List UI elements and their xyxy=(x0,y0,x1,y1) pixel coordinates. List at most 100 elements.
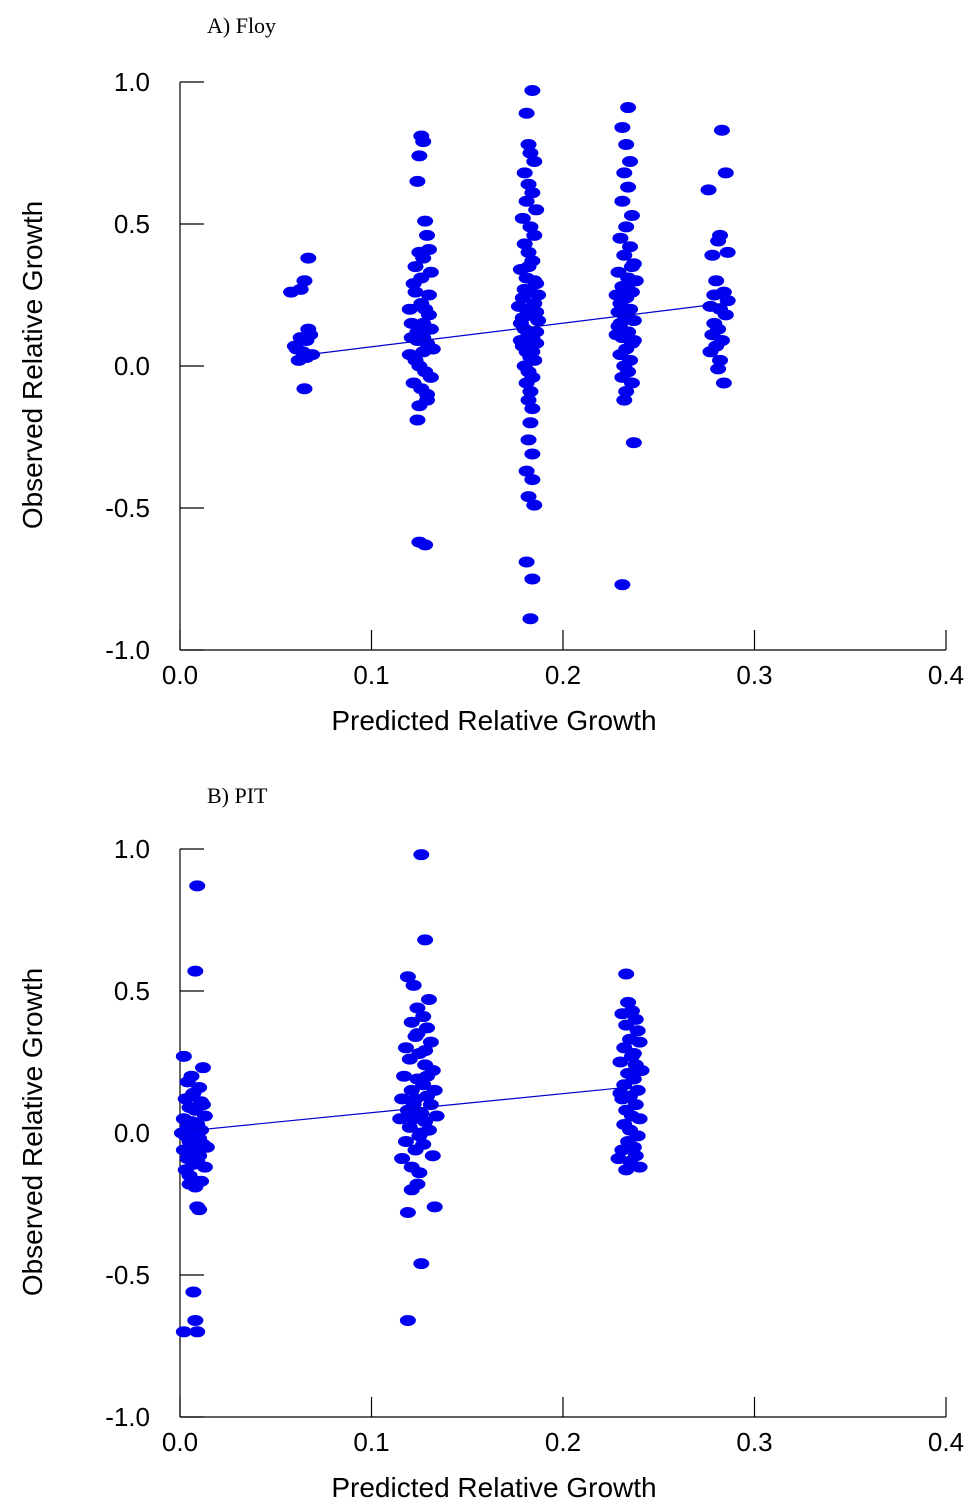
y-tick-label: 0.0 xyxy=(114,351,150,381)
data-point xyxy=(409,175,426,187)
data-point xyxy=(700,184,717,196)
data-point xyxy=(409,414,426,426)
data-point xyxy=(420,309,437,321)
data-point xyxy=(296,275,313,287)
data-point xyxy=(524,448,541,460)
data-point xyxy=(627,275,644,287)
y-tick-label: -1.0 xyxy=(105,635,150,665)
data-point xyxy=(194,1062,211,1074)
data-point xyxy=(524,85,541,97)
data-point xyxy=(407,261,424,273)
data-point xyxy=(715,377,732,389)
data-point xyxy=(712,354,729,366)
data-point xyxy=(608,289,625,301)
data-point xyxy=(518,465,535,477)
data-point xyxy=(612,317,629,329)
data-point xyxy=(520,261,537,273)
y-tick-label: -0.5 xyxy=(105,493,150,523)
data-point xyxy=(422,323,439,335)
data-point xyxy=(618,1164,635,1176)
data-point xyxy=(403,1084,420,1096)
data-point xyxy=(633,1065,650,1077)
data-point xyxy=(618,1019,635,1031)
data-point xyxy=(419,1070,436,1082)
panel-pit: B) PIT Predicted Relative Growth Observe… xyxy=(17,783,964,1502)
data-point xyxy=(173,1127,190,1139)
data-point xyxy=(417,1045,434,1057)
data-point xyxy=(512,334,529,346)
data-point xyxy=(524,403,541,415)
panel-title: B) PIT xyxy=(207,783,268,808)
data-point xyxy=(623,261,640,273)
y-tick-label: 1.0 xyxy=(114,67,150,97)
data-point xyxy=(409,1002,426,1014)
x-axis-title: Predicted Relative Growth xyxy=(331,705,656,736)
data-point xyxy=(520,138,537,150)
data-point xyxy=(520,491,537,503)
data-point xyxy=(520,178,537,190)
data-point xyxy=(198,1141,215,1153)
data-point xyxy=(300,252,317,264)
y-tick-label: 1.0 xyxy=(114,834,150,864)
data-point xyxy=(530,315,547,327)
data-point xyxy=(522,386,539,398)
data-point xyxy=(401,1121,418,1133)
data-point xyxy=(428,1110,445,1122)
data-point xyxy=(528,306,545,318)
data-point xyxy=(612,1087,629,1099)
y-tick-label: 0.5 xyxy=(114,209,150,239)
data-point xyxy=(399,971,416,983)
data-point xyxy=(189,1326,206,1338)
data-point xyxy=(415,1011,432,1023)
data-point xyxy=(717,167,734,179)
y-axis-title: Observed Relative Growth xyxy=(17,201,48,529)
data-point xyxy=(618,968,635,980)
y-axis-title: Observed Relative Growth xyxy=(17,968,48,1296)
data-point xyxy=(530,289,547,301)
x-tick-label: 0.3 xyxy=(736,660,772,690)
data-point xyxy=(704,249,721,261)
data-point xyxy=(614,579,631,591)
data-point xyxy=(397,1042,414,1054)
data-point xyxy=(417,539,434,551)
data-point xyxy=(422,1036,439,1048)
data-point xyxy=(702,346,719,358)
data-point xyxy=(610,306,627,318)
data-point xyxy=(405,979,422,991)
data-point xyxy=(407,286,424,298)
x-tick-label: 0.3 xyxy=(736,1427,772,1457)
data-point xyxy=(623,377,640,389)
data-point xyxy=(194,1099,211,1111)
data-point xyxy=(422,371,439,383)
data-point xyxy=(528,326,545,338)
data-point xyxy=(614,1144,631,1156)
data-point xyxy=(403,1016,420,1028)
data-point xyxy=(292,332,309,344)
data-point xyxy=(614,1008,631,1020)
data-point xyxy=(399,1207,416,1219)
data-point xyxy=(419,394,436,406)
data-point xyxy=(526,156,543,168)
data-point xyxy=(620,996,637,1008)
data-point xyxy=(618,221,635,233)
data-point xyxy=(622,156,639,168)
data-point xyxy=(608,329,625,341)
data-point xyxy=(196,1161,213,1173)
x-tick-label: 0.2 xyxy=(545,1427,581,1457)
data-point xyxy=(516,283,533,295)
data-point xyxy=(409,1028,426,1040)
data-point xyxy=(196,1110,213,1122)
data-point xyxy=(522,417,539,429)
data-point xyxy=(622,241,639,253)
data-point xyxy=(292,283,309,295)
data-point xyxy=(514,212,531,224)
y-tick-label: 0.0 xyxy=(114,1118,150,1148)
x-tick-label: 0.0 xyxy=(162,660,198,690)
data-point xyxy=(420,994,437,1006)
data-point xyxy=(719,295,736,307)
data-point xyxy=(625,437,642,449)
data-point xyxy=(518,556,535,568)
data-point xyxy=(520,394,537,406)
data-point xyxy=(522,613,539,625)
